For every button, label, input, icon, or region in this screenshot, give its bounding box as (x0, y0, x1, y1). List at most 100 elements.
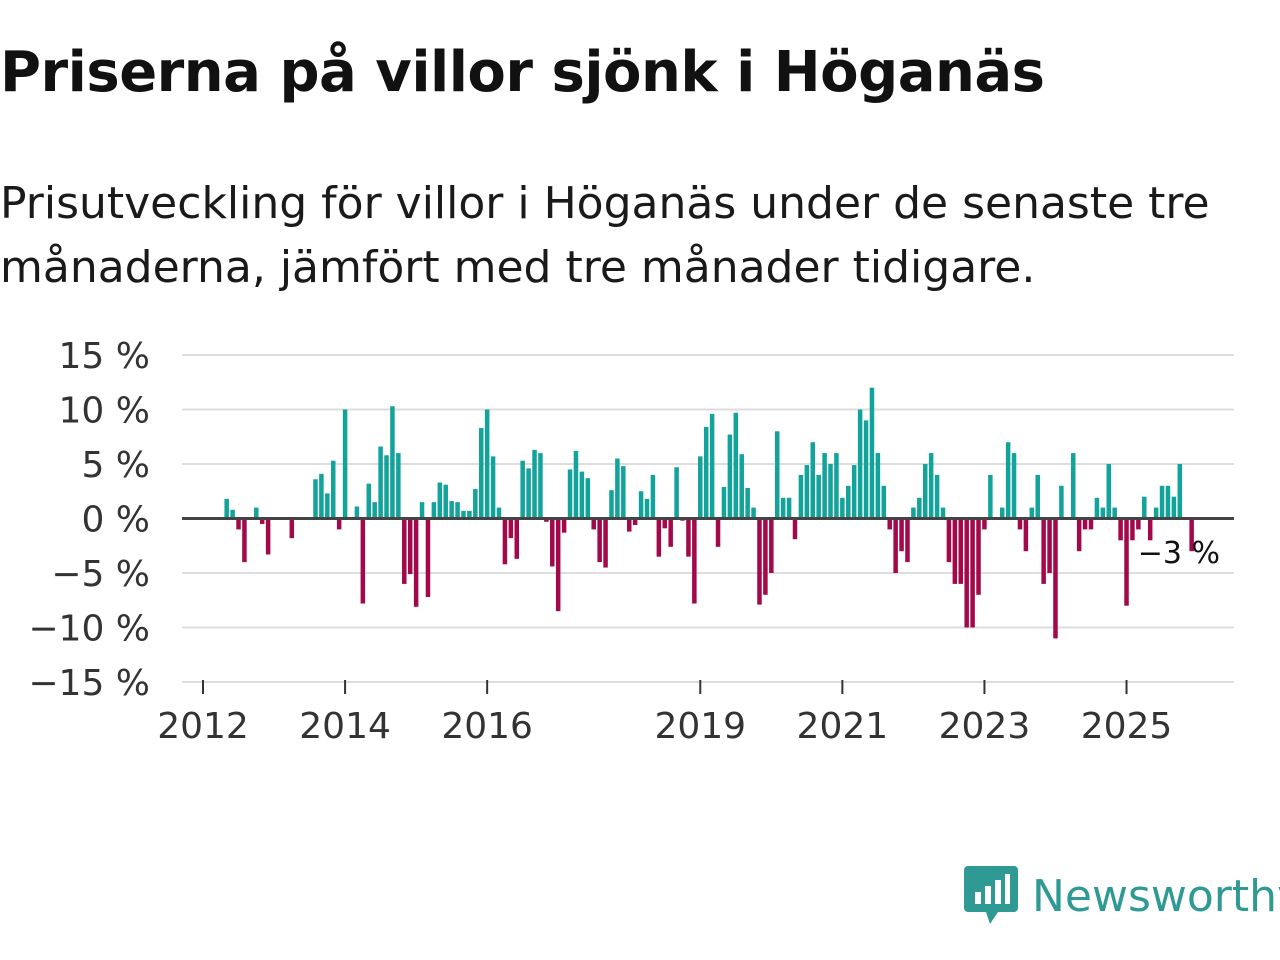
bar (1147, 518, 1153, 541)
bar (1100, 507, 1106, 519)
newsworthy-logo-icon (964, 866, 1018, 924)
bar (330, 460, 336, 519)
bar (733, 412, 739, 519)
bar (490, 456, 496, 519)
bar (828, 464, 833, 519)
bar (413, 518, 419, 607)
bar (372, 502, 377, 519)
bar (1041, 518, 1046, 584)
bar (911, 507, 916, 519)
bar (840, 497, 845, 519)
bar (1035, 474, 1040, 519)
chart-title: Priserna på villor sjönk i Höganäs (0, 40, 1045, 105)
bar (1023, 518, 1029, 552)
bar (289, 518, 295, 539)
bar (532, 449, 537, 519)
bar (1130, 518, 1135, 541)
bar (632, 518, 638, 526)
bar (739, 454, 744, 519)
bar (816, 474, 821, 519)
bar (810, 442, 816, 519)
bar (1142, 496, 1147, 519)
bar (946, 518, 952, 563)
bar (1171, 496, 1177, 519)
bar (597, 518, 602, 563)
bar (473, 489, 478, 519)
y-tick-label: 5 % (81, 445, 150, 486)
bar (591, 518, 596, 530)
bar (1011, 453, 1017, 519)
bar (893, 518, 898, 573)
bar (567, 469, 573, 519)
bar (899, 518, 904, 552)
bar (585, 478, 591, 519)
bar (745, 487, 750, 519)
bar (792, 518, 798, 540)
bar (496, 507, 502, 519)
bar (709, 413, 715, 519)
bar (757, 518, 762, 605)
bar (325, 493, 330, 519)
y-tick-label: −5 % (51, 554, 150, 595)
bar (467, 510, 472, 519)
newsworthy-brand[interactable]: Newsworthy (964, 864, 1280, 928)
bar (402, 518, 407, 584)
bar (514, 518, 520, 559)
bar (668, 518, 673, 547)
bar (875, 453, 881, 519)
bar (703, 426, 709, 519)
x-tick-label: 2014 (299, 706, 391, 747)
bar (1094, 497, 1100, 519)
bar (698, 456, 703, 519)
bar (1106, 464, 1112, 519)
bar (478, 428, 484, 519)
bar (822, 453, 827, 519)
bar (603, 518, 608, 568)
y-tick-label: 10 % (59, 391, 150, 432)
bar (656, 518, 662, 557)
bar (715, 518, 721, 547)
bar (952, 518, 958, 584)
bar (851, 465, 857, 519)
bar (626, 518, 632, 532)
bar (988, 474, 993, 519)
bar (1059, 485, 1064, 519)
x-tick-label: 2025 (1081, 706, 1173, 747)
bar (437, 482, 443, 519)
bar (763, 518, 768, 595)
bar (236, 518, 241, 530)
x-tick-label: 2023 (939, 706, 1031, 747)
bar (242, 518, 247, 563)
bar (662, 518, 668, 529)
bar (538, 453, 543, 519)
bar (396, 453, 401, 519)
bar (686, 518, 691, 557)
bar (265, 518, 271, 555)
bar (526, 468, 531, 519)
bar (964, 518, 969, 628)
x-tick-label: 2019 (654, 706, 746, 747)
bar (769, 518, 774, 573)
bar (922, 464, 928, 519)
bar (1159, 485, 1165, 519)
bar (917, 497, 922, 519)
bar (254, 507, 259, 519)
bar (887, 518, 892, 530)
bar (934, 474, 940, 519)
bar (970, 518, 975, 628)
bar (999, 507, 1005, 519)
bar (230, 509, 235, 519)
bar (798, 474, 804, 519)
bar (1082, 518, 1088, 530)
last-value-label: −3 % (1138, 536, 1220, 571)
bar (1112, 507, 1117, 519)
bar (846, 485, 851, 519)
bar (336, 518, 342, 530)
x-tick-label: 2012 (157, 706, 249, 747)
bar (354, 506, 360, 519)
bar (644, 498, 650, 519)
bar (609, 490, 614, 519)
bar (1088, 518, 1094, 530)
bar (940, 507, 946, 519)
y-tick-label: −10 % (28, 609, 150, 650)
